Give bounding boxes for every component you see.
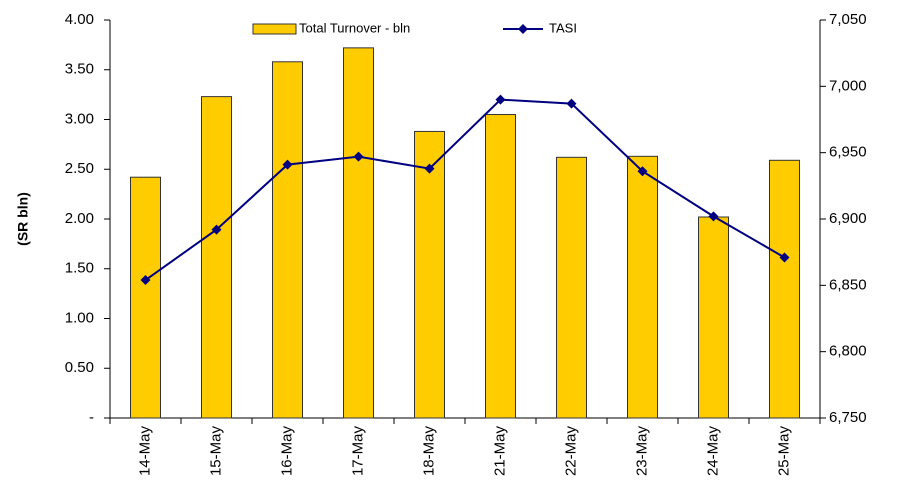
legend-swatch — [252, 23, 297, 35]
x-tick-label: 22-May — [562, 426, 579, 477]
legend-marker — [518, 24, 528, 34]
line-marker — [211, 224, 222, 235]
y2-tick-label: 6,850 — [829, 276, 867, 293]
y-tick-label: 3.50 — [65, 61, 94, 78]
bar — [556, 156, 587, 419]
line-marker — [353, 151, 364, 162]
y-tick-label: - — [89, 409, 94, 426]
line-marker — [779, 252, 790, 263]
bar — [343, 47, 374, 419]
y2-tick-label: 6,750 — [829, 409, 867, 426]
y2-tick-label: 7,000 — [829, 77, 867, 94]
y-tick-label: 1.50 — [65, 260, 94, 277]
line-marker — [708, 211, 719, 222]
x-tick-label: 14-May — [136, 426, 153, 477]
line-marker — [424, 163, 435, 174]
line-marker — [140, 275, 151, 286]
y-tick-label: 4.00 — [65, 11, 94, 28]
y-tick-label: 0.50 — [65, 359, 94, 376]
y2-tick-label: 7,050 — [829, 11, 867, 28]
legend-label: TASI — [549, 20, 577, 35]
x-tick-label: 25-May — [775, 426, 792, 477]
y-tick-label: 2.50 — [65, 160, 94, 177]
y-tick-label: 1.00 — [65, 309, 94, 326]
y-axis-label: (SR bln) — [15, 192, 31, 246]
bar — [414, 130, 445, 419]
y2-tick-label: 6,900 — [829, 210, 867, 227]
legend-label: Total Turnover - bln — [299, 20, 410, 35]
x-tick-label: 16-May — [278, 426, 295, 477]
x-tick-label: 18-May — [420, 426, 437, 477]
line-marker — [282, 159, 293, 170]
bar — [130, 176, 161, 419]
x-tick-label: 15-May — [207, 426, 224, 477]
bar — [698, 216, 729, 419]
y-tick-label: 3.00 — [65, 110, 94, 127]
x-tick-label: 17-May — [349, 426, 366, 477]
bar — [201, 96, 232, 419]
y2-tick-label: 6,800 — [829, 343, 867, 360]
line-marker — [495, 94, 506, 105]
y-tick-label: 2.00 — [65, 210, 94, 227]
line-marker — [637, 166, 648, 177]
y2-tick-label: 6,950 — [829, 144, 867, 161]
bar — [485, 114, 516, 419]
line-marker — [566, 98, 577, 109]
x-tick-label: 23-May — [633, 426, 650, 477]
bar — [272, 61, 303, 419]
line — [144, 98, 786, 281]
bar — [769, 159, 800, 419]
bar — [627, 155, 658, 419]
x-tick-label: 21-May — [491, 426, 508, 477]
x-tick-label: 24-May — [704, 426, 721, 477]
